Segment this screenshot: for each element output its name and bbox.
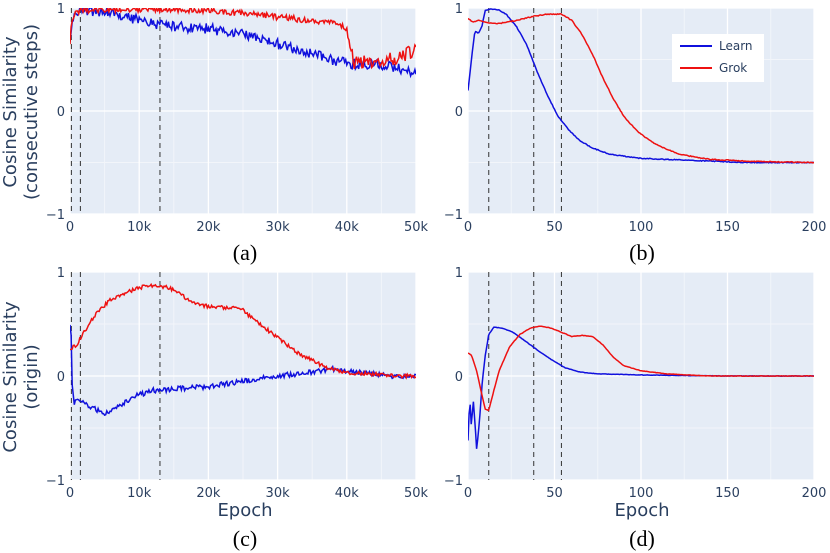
x-tick-label: 100 — [629, 220, 654, 235]
x-tick-label: 150 — [715, 220, 740, 235]
panel-a: 0 10k 20k 30k 40k 50k−101 — [46, 2, 429, 235]
x-tick-label: 30k — [266, 486, 291, 501]
y-tick-label: 0 — [57, 370, 65, 385]
series-line-grok — [70, 282, 416, 380]
series-line-learn — [70, 8, 416, 79]
x-tick-label: 50k — [404, 220, 429, 235]
y-tick-label: −1 — [46, 208, 65, 223]
panel-d: 0 50 100 150 200−101 — [444, 266, 827, 501]
y-axis-title-top-line1: Cosine Similarity — [0, 36, 21, 188]
x-tick-label: 0 — [66, 486, 74, 501]
x-tick-label: 0 — [66, 220, 74, 235]
y-tick-label: 0 — [455, 370, 463, 385]
series-line-grok — [70, 8, 416, 70]
legend-grok-label: Grok — [719, 61, 747, 75]
legend: Learn Grok — [672, 34, 764, 82]
x-tick-label: 20k — [196, 486, 221, 501]
panel-label-a: (a) — [233, 240, 257, 265]
x-axis-title-right: Epoch — [614, 500, 669, 521]
x-tick-label: 100 — [629, 486, 654, 501]
x-tick-label: 10k — [127, 220, 152, 235]
legend-box — [672, 34, 764, 82]
x-tick-label: 0 — [464, 486, 472, 501]
series-line-learn — [70, 324, 416, 417]
panel-label-d: (d) — [629, 526, 655, 551]
x-tick-label: 50k — [404, 486, 429, 501]
x-tick-label: 50 — [546, 486, 563, 501]
y-axis-title-bottom-line1: Cosine Similarity — [0, 301, 21, 453]
legend-learn-label: Learn — [719, 39, 753, 53]
y-tick-label: 1 — [57, 2, 65, 17]
x-tick-label: 50 — [546, 220, 563, 235]
y-tick-label: 0 — [455, 105, 463, 120]
y-tick-label: 1 — [57, 266, 65, 281]
series-line-grok — [468, 325, 814, 412]
y-tick-label: 1 — [455, 266, 463, 281]
y-tick-label: 1 — [455, 2, 463, 17]
y-axis-title-bottom-line2: (origin) — [21, 344, 42, 409]
series-line-grok — [468, 12, 814, 164]
x-axis-title-left: Epoch — [217, 500, 272, 521]
x-tick-label: 200 — [802, 486, 827, 501]
panel-label-b: (b) — [629, 240, 655, 265]
x-tick-label: 150 — [715, 486, 740, 501]
x-tick-label: 20k — [196, 220, 221, 235]
x-tick-label: 30k — [266, 220, 291, 235]
series-line-learn — [468, 8, 814, 164]
y-tick-label: −1 — [46, 474, 65, 489]
x-tick-label: 0 — [464, 220, 472, 235]
y-tick-label: −1 — [444, 474, 463, 489]
x-tick-label: 200 — [802, 220, 827, 235]
y-tick-label: −1 — [444, 208, 463, 223]
panel-c: 0 10k 20k 30k 40k 50k−101 — [46, 266, 429, 501]
y-tick-label: 0 — [57, 105, 65, 120]
y-axis-title-top-line2: (consecutive steps) — [21, 24, 42, 200]
x-tick-label: 40k — [335, 486, 360, 501]
x-tick-label: 40k — [335, 220, 360, 235]
panel-label-c: (c) — [233, 526, 257, 551]
panel-b: 0 50 100 150 200−101 — [444, 2, 827, 235]
x-tick-label: 10k — [127, 486, 152, 501]
